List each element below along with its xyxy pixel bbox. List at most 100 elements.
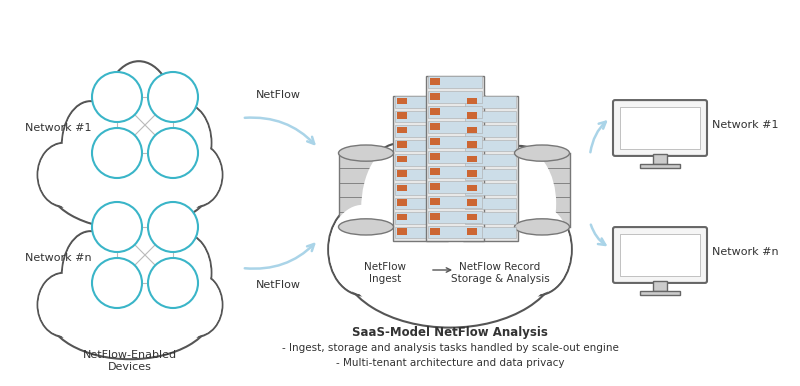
Bar [397,229,406,235]
Bar [465,212,515,224]
Bar [397,127,406,133]
Bar [466,112,477,119]
Ellipse shape [102,193,175,311]
Bar [465,198,515,209]
Text: NetFlow Record
Storage & Analysis: NetFlow Record Storage & Analysis [450,262,550,284]
Ellipse shape [46,133,214,229]
Circle shape [92,128,142,178]
Ellipse shape [38,143,90,207]
Ellipse shape [62,103,118,190]
Ellipse shape [38,144,90,206]
Ellipse shape [154,233,211,313]
Ellipse shape [49,265,211,358]
Bar [394,183,446,195]
Bar [462,95,518,240]
Bar [428,121,482,133]
Ellipse shape [514,219,570,235]
FancyBboxPatch shape [613,100,707,156]
Bar [466,229,477,235]
Ellipse shape [362,146,434,271]
Bar [394,169,446,180]
Bar [338,153,394,227]
Bar [428,151,482,163]
Ellipse shape [483,147,556,259]
Circle shape [148,128,198,178]
Bar [397,185,406,191]
Bar [430,228,440,235]
Bar [466,214,477,220]
Bar [430,183,440,190]
Bar [430,153,440,160]
Circle shape [148,258,198,308]
Bar [394,140,446,151]
Text: SaaS-Model NetFlow Analysis: SaaS-Model NetFlow Analysis [352,326,548,339]
Bar [466,171,477,177]
Ellipse shape [482,146,558,261]
FancyBboxPatch shape [613,227,707,283]
Ellipse shape [49,135,211,228]
Bar [654,154,666,164]
Ellipse shape [338,145,394,161]
Ellipse shape [514,145,570,161]
Bar [465,154,515,166]
Bar [394,212,446,224]
Ellipse shape [38,273,90,337]
Bar [465,169,515,180]
Ellipse shape [170,274,222,336]
Bar [466,156,477,163]
Text: Network #n: Network #n [712,247,778,257]
Text: - Ingest, storage and analysis tasks handled by scale-out engine: - Ingest, storage and analysis tasks han… [282,343,618,353]
Bar [428,181,482,193]
Bar [430,198,440,205]
Bar [620,234,700,276]
Ellipse shape [502,203,572,295]
Bar [397,200,406,206]
Bar [466,141,477,148]
Bar [430,93,440,100]
Ellipse shape [46,263,214,359]
Bar [430,108,440,115]
Bar [393,95,447,240]
Ellipse shape [170,143,222,207]
Bar [465,111,515,122]
Ellipse shape [328,203,398,295]
Bar [514,153,570,227]
Bar [428,211,482,223]
Ellipse shape [414,89,510,258]
Bar [465,183,515,195]
Bar [428,106,482,118]
Text: NetFlow
Ingest: NetFlow Ingest [364,262,406,284]
Bar [428,166,482,178]
Circle shape [92,72,142,122]
Circle shape [148,202,198,252]
Bar [397,171,406,177]
Ellipse shape [38,274,90,336]
Bar [466,98,477,104]
Bar [430,78,440,85]
Circle shape [148,72,198,122]
Text: Network #1: Network #1 [712,120,778,130]
Bar [428,136,482,148]
Ellipse shape [102,61,176,183]
Ellipse shape [360,144,435,273]
Bar [397,214,406,220]
Ellipse shape [155,104,210,181]
Ellipse shape [62,231,119,321]
Bar [397,98,406,104]
Ellipse shape [340,190,560,328]
Text: NetFlow: NetFlow [255,280,301,290]
Bar [397,141,406,148]
Text: Network #n: Network #n [25,253,92,263]
Bar [397,112,406,119]
Bar [620,107,700,149]
Ellipse shape [338,219,394,235]
Ellipse shape [503,205,570,294]
Bar [640,164,680,168]
Bar [466,200,477,206]
Bar [397,156,406,163]
Bar [428,91,482,103]
Bar [465,227,515,238]
Ellipse shape [62,101,119,191]
Circle shape [92,258,142,308]
Bar [428,76,482,88]
